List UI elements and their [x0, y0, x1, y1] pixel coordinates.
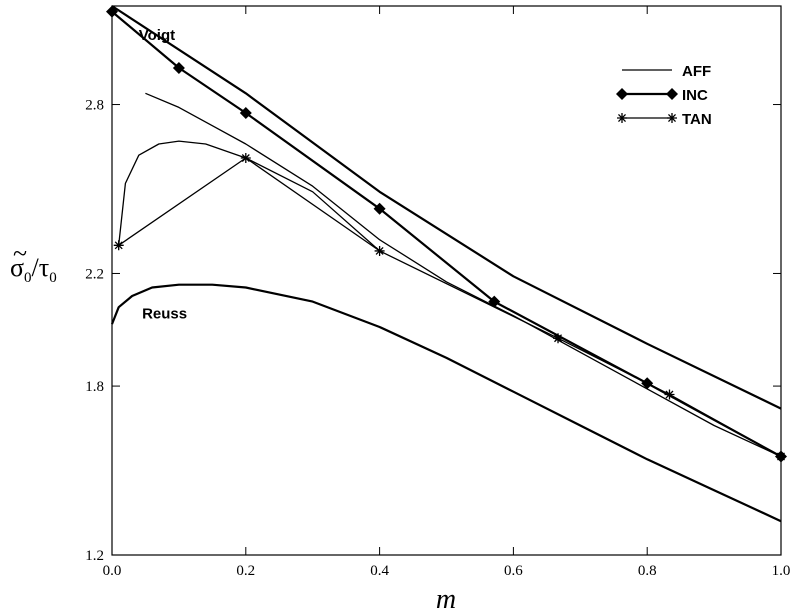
series-reuss — [110, 283, 782, 523]
star-marker — [113, 240, 124, 251]
curve-label-voigt: Voigt — [139, 27, 175, 44]
star-marker — [664, 389, 675, 400]
axis-ticks: 0.0 0.2 0.4 0.6 0.8 1.0 1.2 1.8 2.2 2.8 — [85, 6, 790, 579]
diamond-marker — [488, 295, 501, 308]
diamond-marker — [106, 5, 118, 18]
series-aff — [145, 92, 782, 458]
y-axis-sigma: σ — [10, 253, 24, 282]
x-tick-label: 0.2 — [236, 563, 255, 579]
y-tick-label: 2.8 — [85, 98, 104, 114]
diamond-marker — [616, 88, 628, 100]
diamond-marker — [239, 106, 252, 119]
legend-item-aff: AFF — [622, 63, 711, 80]
series-line — [110, 283, 782, 523]
legend: AFF INC TAN — [616, 63, 712, 128]
star-marker — [776, 451, 786, 462]
plot-frame — [111, 5, 782, 556]
y-axis-tau-sub: 0 — [49, 270, 57, 286]
x-tick-label: 1.0 — [772, 563, 791, 579]
x-axis-title: m — [436, 584, 456, 614]
star-marker — [617, 113, 627, 123]
y-tick-label: 1.2 — [85, 548, 104, 564]
star-marker — [553, 333, 564, 344]
series-curve-3 — [118, 140, 381, 252]
series-line — [118, 140, 381, 252]
star-marker — [667, 113, 677, 123]
y-axis-tilde: ~ — [13, 239, 27, 268]
y-tick-label: 1.8 — [85, 379, 104, 395]
diamond-marker — [172, 61, 185, 74]
x-tick-label: 0.6 — [504, 563, 523, 579]
y-axis-slash: / — [32, 253, 40, 282]
legend-item-inc: INC — [616, 87, 708, 104]
legend-label: TAN — [682, 111, 712, 128]
curve-annotations: Voigt Reuss — [139, 27, 187, 323]
series-line — [118, 157, 782, 458]
x-tick-label: 0.8 — [638, 563, 657, 579]
curve-label-reuss: Reuss — [142, 306, 187, 323]
star-marker — [240, 153, 251, 164]
x-tick-label: 0.4 — [370, 563, 389, 579]
series-tan — [113, 153, 786, 462]
diamond-marker — [666, 88, 678, 100]
diamond-marker — [373, 202, 386, 215]
y-axis-tau: τ — [39, 253, 49, 282]
series-line — [111, 5, 782, 410]
legend-label: AFF — [682, 63, 711, 80]
legend-item-tan: TAN — [617, 111, 712, 128]
series-layer — [106, 5, 787, 523]
legend-label: INC — [682, 87, 708, 104]
series-voigt — [111, 5, 782, 410]
x-tick-label: 0.0 — [103, 563, 122, 579]
y-axis-title: σ0/τ0 — [10, 253, 57, 286]
series-line — [145, 92, 782, 458]
y-tick-label: 2.2 — [85, 266, 104, 282]
star-marker — [374, 245, 385, 256]
y-axis-sigma-sub: 0 — [24, 270, 32, 286]
